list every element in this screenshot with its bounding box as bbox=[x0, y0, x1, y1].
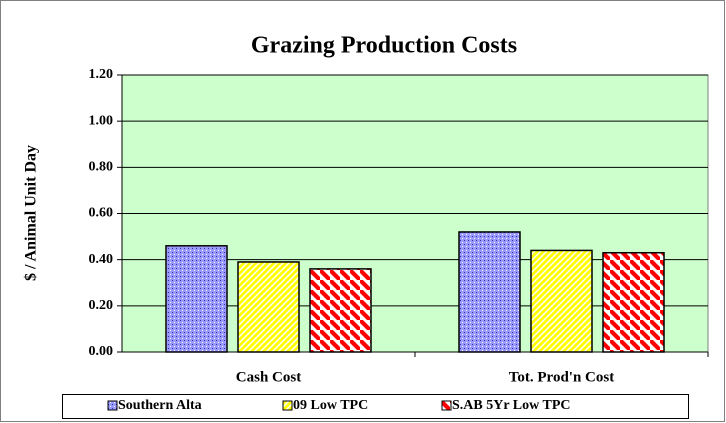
bar bbox=[309, 268, 372, 353]
chart-title: Grazing Production Costs bbox=[251, 33, 517, 59]
bar bbox=[458, 231, 521, 353]
bar bbox=[530, 249, 593, 353]
y-tick-label: 0.80 bbox=[89, 160, 114, 175]
legend-swatch bbox=[282, 400, 293, 411]
bar bbox=[602, 251, 665, 353]
y-axis-label: $ / Animal Unit Day bbox=[23, 145, 40, 281]
y-tick-label: 1.20 bbox=[89, 67, 114, 82]
legend-swatch bbox=[441, 400, 452, 411]
y-tick-label: 0.00 bbox=[89, 344, 114, 359]
legend-label: S.AB 5Yr Low TPC bbox=[452, 398, 571, 413]
y-tick-label: 0.60 bbox=[89, 206, 114, 221]
legend-swatch bbox=[107, 400, 118, 411]
y-tick-label: 0.20 bbox=[89, 298, 114, 313]
y-tick-label: 1.00 bbox=[89, 113, 114, 128]
bar bbox=[165, 245, 228, 353]
legend-label: Southern Alta bbox=[118, 398, 202, 413]
y-tick-label: 0.40 bbox=[89, 252, 114, 267]
x-tick-label: Cash Cost bbox=[236, 369, 301, 385]
legend-label: 09 Low TPC bbox=[293, 398, 368, 413]
bar bbox=[237, 261, 300, 353]
legend-box bbox=[62, 394, 689, 419]
x-tick-label: Tot. Prod'n Cost bbox=[509, 369, 614, 385]
